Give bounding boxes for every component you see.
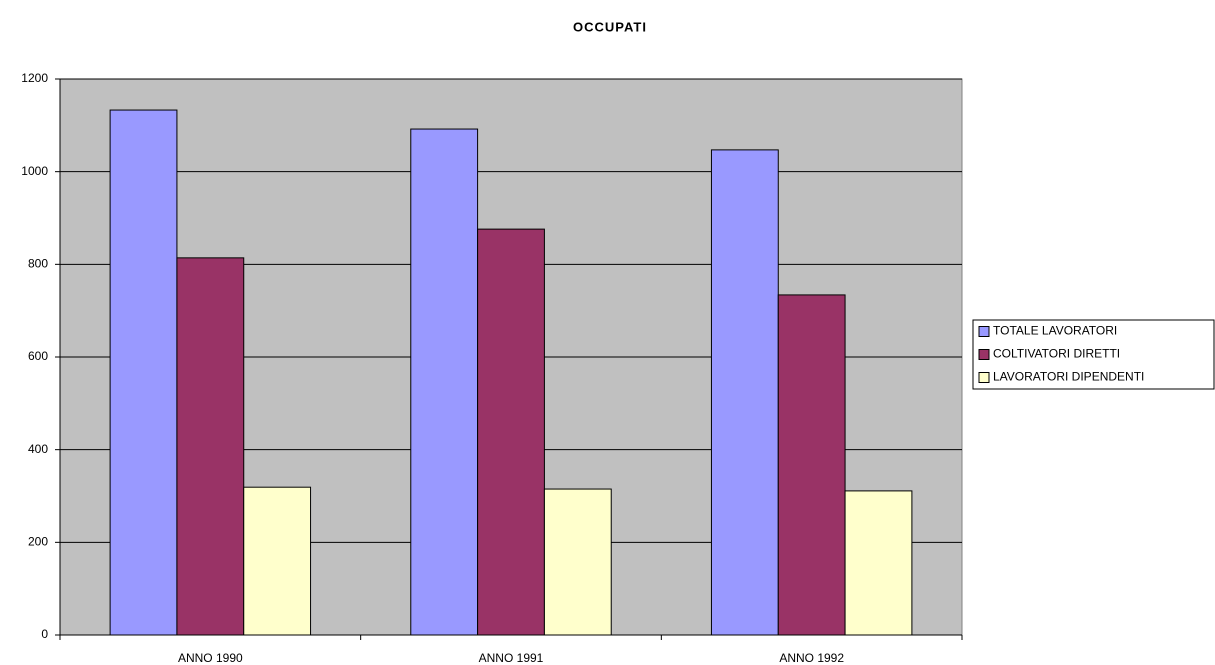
x-tick-label: ANNO 1990 [178, 651, 243, 665]
y-tick-label: 200 [28, 535, 48, 549]
bar [477, 228, 545, 636]
x-tick-label: ANNO 1992 [779, 651, 844, 665]
y-tick-label: 400 [28, 442, 48, 456]
bar [710, 149, 779, 636]
legend-label: COLTIVATORI DIRETTI [993, 347, 1120, 361]
legend-swatch [978, 349, 990, 360]
legend-swatch [978, 326, 990, 337]
y-tick-label: 0 [41, 627, 48, 641]
bar [109, 109, 178, 636]
legend-label: LAVORATORI DIPENDENTI [993, 370, 1144, 384]
bar [410, 128, 479, 636]
legend-label: TOTALE LAVORATORI [993, 324, 1117, 338]
y-tick-label: 800 [28, 257, 48, 271]
bar [543, 488, 612, 636]
bar [176, 257, 245, 636]
legend-swatch [978, 372, 990, 383]
y-tick-label: 1200 [21, 71, 48, 85]
y-tick-label: 1000 [21, 164, 48, 178]
chart-title: OCCUPATI [573, 19, 647, 34]
y-tick-label: 600 [28, 349, 48, 363]
x-tick-label: ANNO 1991 [479, 651, 544, 665]
bar [777, 294, 846, 636]
bar [243, 486, 312, 636]
bar [844, 490, 913, 636]
legend-box [972, 319, 1215, 390]
